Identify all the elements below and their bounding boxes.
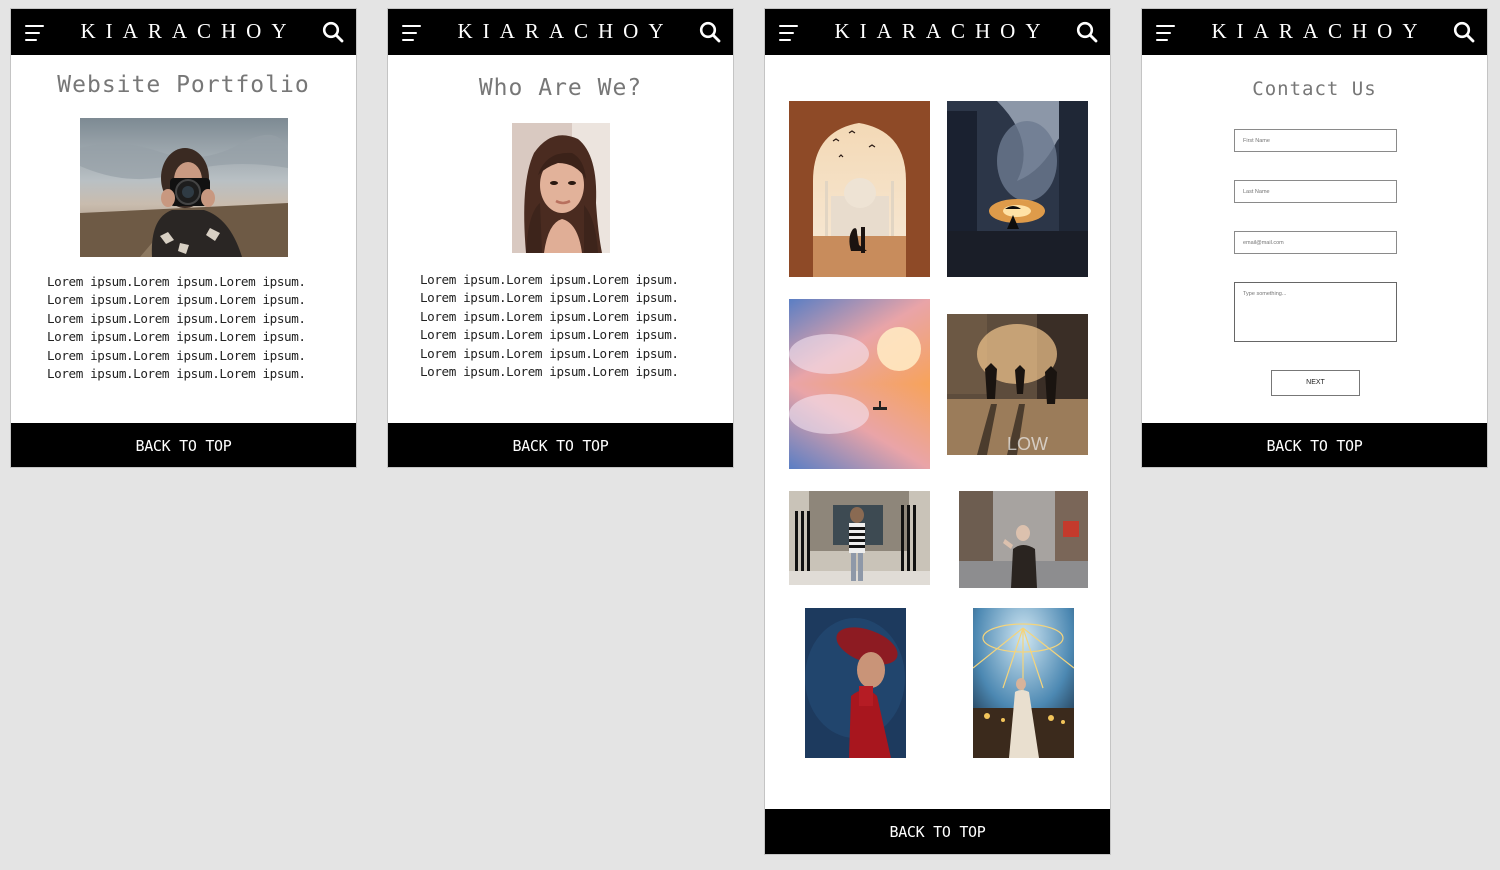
back-to-top-button[interactable]: BACK TO TOP <box>388 423 733 467</box>
search-icon[interactable] <box>1453 21 1475 43</box>
hamburger-menu-icon[interactable] <box>779 25 799 43</box>
intro-paragraph: Lorem ipsum.Lorem ipsum.Lorem ipsum. Lor… <box>47 274 306 382</box>
first-name-input[interactable] <box>1234 129 1397 152</box>
email-input[interactable] <box>1234 231 1397 254</box>
hamburger-menu-icon[interactable] <box>1156 25 1176 43</box>
contact-screen: KIARACHOY Contact Us NEXT BACK TO TOP <box>1141 8 1488 468</box>
gallery-photo-taj-mahal[interactable] <box>789 101 930 277</box>
svg-text:LOW: LOW <box>1007 434 1048 454</box>
page-title: Website Portfolio <box>57 72 310 98</box>
gallery-photo-stormy-street[interactable] <box>947 101 1088 277</box>
gallery-photo-striped-columns[interactable] <box>789 491 930 585</box>
brand-logo[interactable]: KIARACHOY <box>834 19 1051 43</box>
hamburger-menu-icon[interactable] <box>402 25 422 43</box>
search-icon[interactable] <box>1076 21 1098 43</box>
about-screen: KIARACHOY Who Are We? Lorem ipsum.Lorem … <box>387 8 734 468</box>
next-button[interactable]: NEXT <box>1271 370 1360 396</box>
brand-logo[interactable]: KIARACHOY <box>1211 19 1428 43</box>
photographer-photo <box>80 118 288 257</box>
brand-logo[interactable]: KIARACHOY <box>457 19 674 43</box>
message-textarea[interactable] <box>1234 282 1397 342</box>
about-paragraph: Lorem ipsum.Lorem ipsum.Lorem ipsum. Lor… <box>420 272 679 380</box>
page-title: Who Are We? <box>478 75 643 101</box>
back-to-top-button[interactable]: BACK TO TOP <box>11 423 356 467</box>
top-bar: KIARACHOY <box>1142 9 1487 55</box>
gallery-photo-bride[interactable] <box>973 608 1074 758</box>
top-bar: KIARACHOY <box>765 9 1110 55</box>
brand-logo[interactable]: KIARACHOY <box>80 19 297 43</box>
search-icon[interactable] <box>322 21 344 43</box>
gallery-photo-cloud-reflection[interactable] <box>789 299 930 469</box>
page-title: Contact Us <box>1252 78 1377 100</box>
back-to-top-button[interactable]: BACK TO TOP <box>1142 423 1487 467</box>
gallery-photo-street-shadows[interactable]: LOW <box>947 314 1088 455</box>
hamburger-menu-icon[interactable] <box>25 25 45 43</box>
back-to-top-button[interactable]: BACK TO TOP <box>765 809 1110 854</box>
last-name-input[interactable] <box>1234 180 1397 203</box>
top-bar: KIARACHOY <box>388 9 733 55</box>
portfolio-screen: KIARACHOY Website Portfolio <box>10 8 357 468</box>
gallery-photo-red-hat[interactable] <box>805 608 906 758</box>
portrait-photo <box>512 123 610 253</box>
gallery-photo-city-man[interactable] <box>959 491 1088 588</box>
search-icon[interactable] <box>699 21 721 43</box>
top-bar: KIARACHOY <box>11 9 356 55</box>
gallery-screen: KIARACHOY <box>764 8 1111 855</box>
